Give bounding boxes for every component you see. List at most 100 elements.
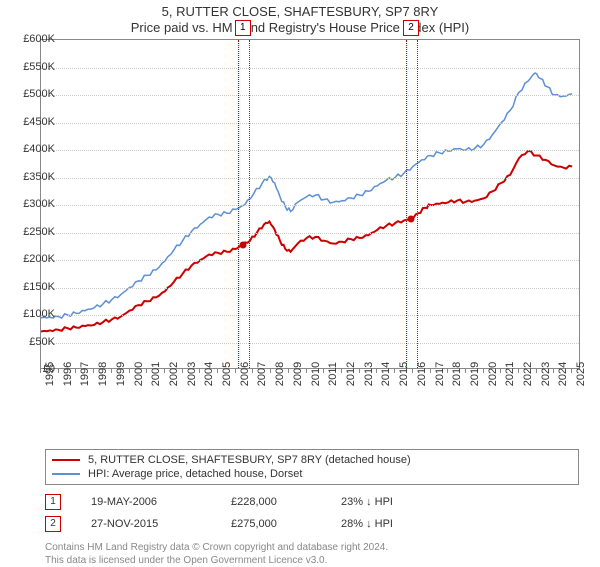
y-axis-label: £400K bbox=[23, 143, 55, 155]
x-tick bbox=[483, 368, 484, 373]
x-axis-label: 2019 bbox=[469, 362, 481, 386]
x-axis-label: 2012 bbox=[345, 362, 357, 386]
sale-marker-dot bbox=[239, 241, 246, 248]
x-axis-label: 2007 bbox=[256, 362, 268, 386]
x-tick bbox=[447, 368, 448, 373]
x-axis-label: 2022 bbox=[522, 362, 534, 386]
chart-area: 12 £0£50K£100K£150K£200K£250K£300K£350K£… bbox=[40, 39, 600, 409]
x-axis-label: 1998 bbox=[97, 362, 109, 386]
sale-row: 227-NOV-2015£275,00028% ↓ HPI bbox=[45, 513, 579, 535]
footer-line1: Contains HM Land Registry data © Crown c… bbox=[45, 541, 600, 554]
chart-title: 5, RUTTER CLOSE, SHAFTESBURY, SP7 8RY bbox=[0, 4, 600, 19]
x-axis-label: 2021 bbox=[504, 362, 516, 386]
x-axis-label: 2025 bbox=[575, 362, 587, 386]
gridline bbox=[41, 123, 579, 124]
x-tick bbox=[146, 368, 147, 373]
x-tick bbox=[553, 368, 554, 373]
plot-area: 12 bbox=[40, 39, 580, 369]
x-axis-label: 2011 bbox=[327, 362, 339, 386]
sale-row: 1 19-MAY-2006£228,00023% ↓ HPI bbox=[45, 491, 579, 513]
legend-item: HPI: Average price, detached house, Dors… bbox=[52, 467, 572, 481]
series-hpi bbox=[41, 73, 572, 318]
sale-marker-badge: 2 bbox=[403, 20, 419, 36]
y-axis-label: £600K bbox=[23, 33, 55, 45]
x-axis-label: 2013 bbox=[363, 362, 375, 386]
x-axis-label: 2006 bbox=[239, 362, 251, 386]
footer-line2: This data is licensed under the Open Gov… bbox=[45, 554, 600, 567]
y-axis-label: £550K bbox=[23, 61, 55, 73]
x-axis-label: 1999 bbox=[115, 362, 127, 386]
x-tick bbox=[93, 368, 94, 373]
sale-date: 19-MAY-2006 bbox=[91, 496, 231, 508]
x-tick bbox=[270, 368, 271, 373]
gridline bbox=[41, 315, 579, 316]
x-axis-label: 2016 bbox=[416, 362, 428, 386]
footer-attribution: Contains HM Land Registry data © Crown c… bbox=[45, 541, 600, 567]
x-axis-label: 2005 bbox=[221, 362, 233, 386]
gridline bbox=[41, 260, 579, 261]
x-axis-label: 2000 bbox=[133, 362, 145, 386]
x-axis-label: 2020 bbox=[487, 362, 499, 386]
legend-swatch bbox=[52, 459, 80, 461]
x-tick bbox=[323, 368, 324, 373]
x-tick bbox=[199, 368, 200, 373]
x-axis-label: 2010 bbox=[310, 362, 322, 386]
x-tick bbox=[252, 368, 253, 373]
gridline bbox=[41, 178, 579, 179]
x-tick bbox=[412, 368, 413, 373]
sale-badge: 1 bbox=[45, 494, 61, 510]
sale-marker-band bbox=[406, 40, 419, 368]
x-tick bbox=[359, 368, 360, 373]
x-axis-label: 1996 bbox=[62, 362, 74, 386]
y-axis-label: £350K bbox=[23, 171, 55, 183]
x-tick bbox=[500, 368, 501, 373]
x-tick bbox=[536, 368, 537, 373]
x-axis-label: 2002 bbox=[168, 362, 180, 386]
x-axis-label: 2001 bbox=[150, 362, 162, 386]
chart-subtitle: Price paid vs. HM Land Registry's House … bbox=[0, 20, 600, 35]
x-axis-label: 2015 bbox=[398, 362, 410, 386]
x-tick bbox=[430, 368, 431, 373]
x-tick bbox=[571, 368, 572, 373]
y-axis-label: £50K bbox=[29, 336, 55, 348]
sale-delta: 28% ↓ HPI bbox=[341, 518, 461, 530]
x-tick bbox=[465, 368, 466, 373]
legend-item: 5, RUTTER CLOSE, SHAFTESBURY, SP7 8RY (d… bbox=[52, 453, 572, 467]
x-axis-label: 1995 bbox=[44, 362, 56, 386]
x-tick bbox=[164, 368, 165, 373]
x-axis-label: 2009 bbox=[292, 362, 304, 386]
x-tick bbox=[518, 368, 519, 373]
x-axis-label: 2008 bbox=[274, 362, 286, 386]
y-axis-label: £500K bbox=[23, 88, 55, 100]
x-axis-label: 2017 bbox=[434, 362, 446, 386]
y-axis-label: £300K bbox=[23, 198, 55, 210]
x-tick bbox=[40, 368, 41, 373]
x-tick bbox=[217, 368, 218, 373]
x-tick bbox=[288, 368, 289, 373]
x-tick bbox=[341, 368, 342, 373]
gridline bbox=[41, 68, 579, 69]
sale-delta: 23% ↓ HPI bbox=[341, 496, 461, 508]
x-axis-label: 2023 bbox=[540, 362, 552, 386]
gridline bbox=[41, 288, 579, 289]
legend-label: 5, RUTTER CLOSE, SHAFTESBURY, SP7 8RY (d… bbox=[88, 454, 411, 466]
gridline bbox=[41, 150, 579, 151]
legend-swatch bbox=[52, 473, 80, 475]
x-tick bbox=[75, 368, 76, 373]
y-axis-label: £250K bbox=[23, 226, 55, 238]
sale-price: £228,000 bbox=[231, 496, 341, 508]
x-tick bbox=[376, 368, 377, 373]
gridline bbox=[41, 95, 579, 96]
x-tick bbox=[235, 368, 236, 373]
y-axis-label: £450K bbox=[23, 116, 55, 128]
sales-table: 1 19-MAY-2006£228,00023% ↓ HPI 227-NOV-201… bbox=[45, 491, 579, 535]
x-tick bbox=[111, 368, 112, 373]
x-tick bbox=[182, 368, 183, 373]
sale-date: 27-NOV-2015 bbox=[91, 518, 231, 530]
x-tick bbox=[129, 368, 130, 373]
sale-marker-badge: 1 bbox=[235, 20, 251, 36]
sale-marker-dot bbox=[408, 215, 415, 222]
y-axis-label: £150K bbox=[23, 281, 55, 293]
sale-price: £275,000 bbox=[231, 518, 341, 530]
gridline bbox=[41, 343, 579, 344]
